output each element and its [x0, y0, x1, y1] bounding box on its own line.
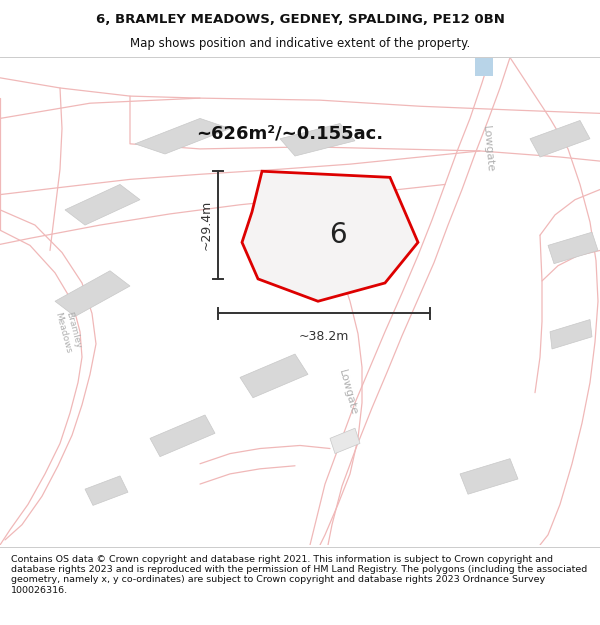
- Polygon shape: [150, 415, 215, 457]
- Text: ~29.4m: ~29.4m: [199, 200, 212, 250]
- Text: Map shows position and indicative extent of the property.: Map shows position and indicative extent…: [130, 38, 470, 51]
- Polygon shape: [530, 121, 590, 157]
- Text: 6, BRAMLEY MEADOWS, GEDNEY, SPALDING, PE12 0BN: 6, BRAMLEY MEADOWS, GEDNEY, SPALDING, PE…: [95, 12, 505, 26]
- Polygon shape: [65, 184, 140, 225]
- Polygon shape: [548, 232, 598, 264]
- Text: Contains OS data © Crown copyright and database right 2021. This information is : Contains OS data © Crown copyright and d…: [11, 554, 587, 595]
- Text: Bramley
Meadows: Bramley Meadows: [53, 309, 83, 354]
- Polygon shape: [295, 184, 375, 230]
- Text: Lowgate: Lowgate: [481, 125, 495, 173]
- Polygon shape: [550, 319, 592, 349]
- Polygon shape: [240, 354, 308, 398]
- Polygon shape: [320, 222, 382, 259]
- Text: ~626m²/~0.155ac.: ~626m²/~0.155ac.: [196, 124, 383, 142]
- Polygon shape: [242, 171, 418, 301]
- Text: 6: 6: [329, 221, 347, 249]
- Polygon shape: [280, 124, 355, 156]
- Text: ~38.2m: ~38.2m: [299, 330, 349, 342]
- Polygon shape: [135, 119, 230, 154]
- Polygon shape: [55, 271, 130, 316]
- Polygon shape: [330, 428, 360, 454]
- Bar: [475, 58, 493, 76]
- Text: Lowgate: Lowgate: [337, 369, 359, 417]
- Polygon shape: [460, 459, 518, 494]
- Polygon shape: [85, 476, 128, 506]
